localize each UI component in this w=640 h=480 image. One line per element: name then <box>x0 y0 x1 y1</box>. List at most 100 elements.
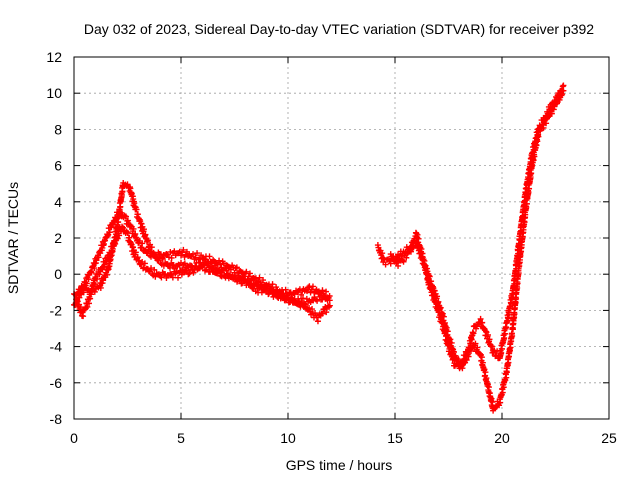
data-point <box>421 257 428 264</box>
data-point <box>298 299 305 306</box>
data-point <box>77 290 84 297</box>
data-point <box>156 254 163 261</box>
y-tick-label: -8 <box>50 411 63 427</box>
data-point <box>486 336 493 343</box>
data-point <box>118 223 125 230</box>
data-point <box>158 274 165 281</box>
data-point <box>148 244 155 251</box>
data-point <box>505 359 512 366</box>
data-point <box>260 277 267 284</box>
data-point <box>509 332 516 339</box>
series-trace-e <box>387 82 567 370</box>
data-point <box>403 254 410 261</box>
data-point <box>269 281 276 288</box>
data-point <box>450 355 457 362</box>
data-point <box>446 344 453 351</box>
data-point <box>148 265 155 272</box>
data-point <box>292 300 299 307</box>
data-point <box>194 250 201 257</box>
data-point <box>520 212 527 219</box>
y-tick-label: 12 <box>46 49 62 65</box>
data-point <box>140 226 147 233</box>
data-point <box>144 237 151 244</box>
data-point <box>133 206 140 213</box>
data-point <box>509 290 516 297</box>
data-point <box>232 265 239 272</box>
data-point <box>414 231 421 238</box>
data-point <box>443 324 450 331</box>
data-point <box>418 246 425 253</box>
data-point <box>462 355 469 362</box>
data-point <box>481 366 488 373</box>
data-point <box>470 330 477 337</box>
data-point <box>253 280 260 287</box>
data-point <box>90 286 97 293</box>
data-point <box>169 274 176 281</box>
data-point <box>539 121 546 128</box>
y-tick-label: 6 <box>54 158 62 174</box>
data-point <box>499 389 506 396</box>
data-point <box>94 276 101 283</box>
y-tick-label: 4 <box>54 194 62 210</box>
grid-lines <box>74 57 609 419</box>
data-point <box>206 253 213 260</box>
data-point <box>522 197 529 204</box>
data-point <box>198 252 205 259</box>
data-point <box>282 286 289 293</box>
data-point <box>511 280 518 287</box>
data-point <box>211 262 218 269</box>
data-point <box>85 300 92 307</box>
y-tick-label: 10 <box>46 85 62 101</box>
data-point <box>280 290 287 297</box>
data-point <box>168 254 175 261</box>
data-point <box>439 318 446 325</box>
data-point <box>236 275 243 282</box>
data-point <box>499 345 505 352</box>
data-point <box>515 250 522 257</box>
data-point <box>167 271 174 278</box>
data-point <box>309 306 316 313</box>
data-point <box>252 281 259 288</box>
data-point <box>443 333 450 340</box>
data-point <box>268 285 275 292</box>
data-point <box>319 287 326 294</box>
data-point <box>284 291 291 298</box>
data-point <box>204 262 211 269</box>
data-point <box>106 229 113 236</box>
data-point <box>473 325 480 332</box>
data-point <box>130 225 137 232</box>
data-point <box>175 274 182 281</box>
data-point <box>306 304 313 311</box>
data-point <box>264 283 271 290</box>
data-point <box>395 262 402 269</box>
data-point <box>467 341 474 348</box>
data-point <box>178 252 184 259</box>
data-points <box>71 82 567 414</box>
data-point <box>314 318 321 325</box>
x-tick-label: 5 <box>177 430 185 446</box>
data-point <box>243 268 250 275</box>
data-point <box>208 265 215 272</box>
axis-ticks: -8 -6 -4 -2 0 2 4 6 8 10 12 0 5 10 15 20 25 <box>46 49 617 446</box>
data-point <box>478 354 485 361</box>
data-point <box>78 282 85 289</box>
data-point <box>309 283 316 290</box>
data-point <box>298 291 305 298</box>
data-point <box>217 261 224 268</box>
y-tick-label: 2 <box>54 230 62 246</box>
chart-title: Day 032 of 2023, Sidereal Day-to-day VTE… <box>84 21 594 37</box>
data-point <box>516 242 523 249</box>
data-point <box>518 227 525 234</box>
data-point <box>552 98 559 105</box>
data-point <box>190 251 197 258</box>
data-point <box>208 259 215 266</box>
data-point <box>387 260 394 267</box>
data-point <box>548 106 555 113</box>
data-point <box>139 240 146 247</box>
data-point <box>326 297 333 304</box>
y-tick-label: -6 <box>50 375 63 391</box>
data-point <box>485 384 492 391</box>
data-point <box>256 274 263 281</box>
data-point <box>124 230 131 237</box>
data-point <box>315 290 322 297</box>
